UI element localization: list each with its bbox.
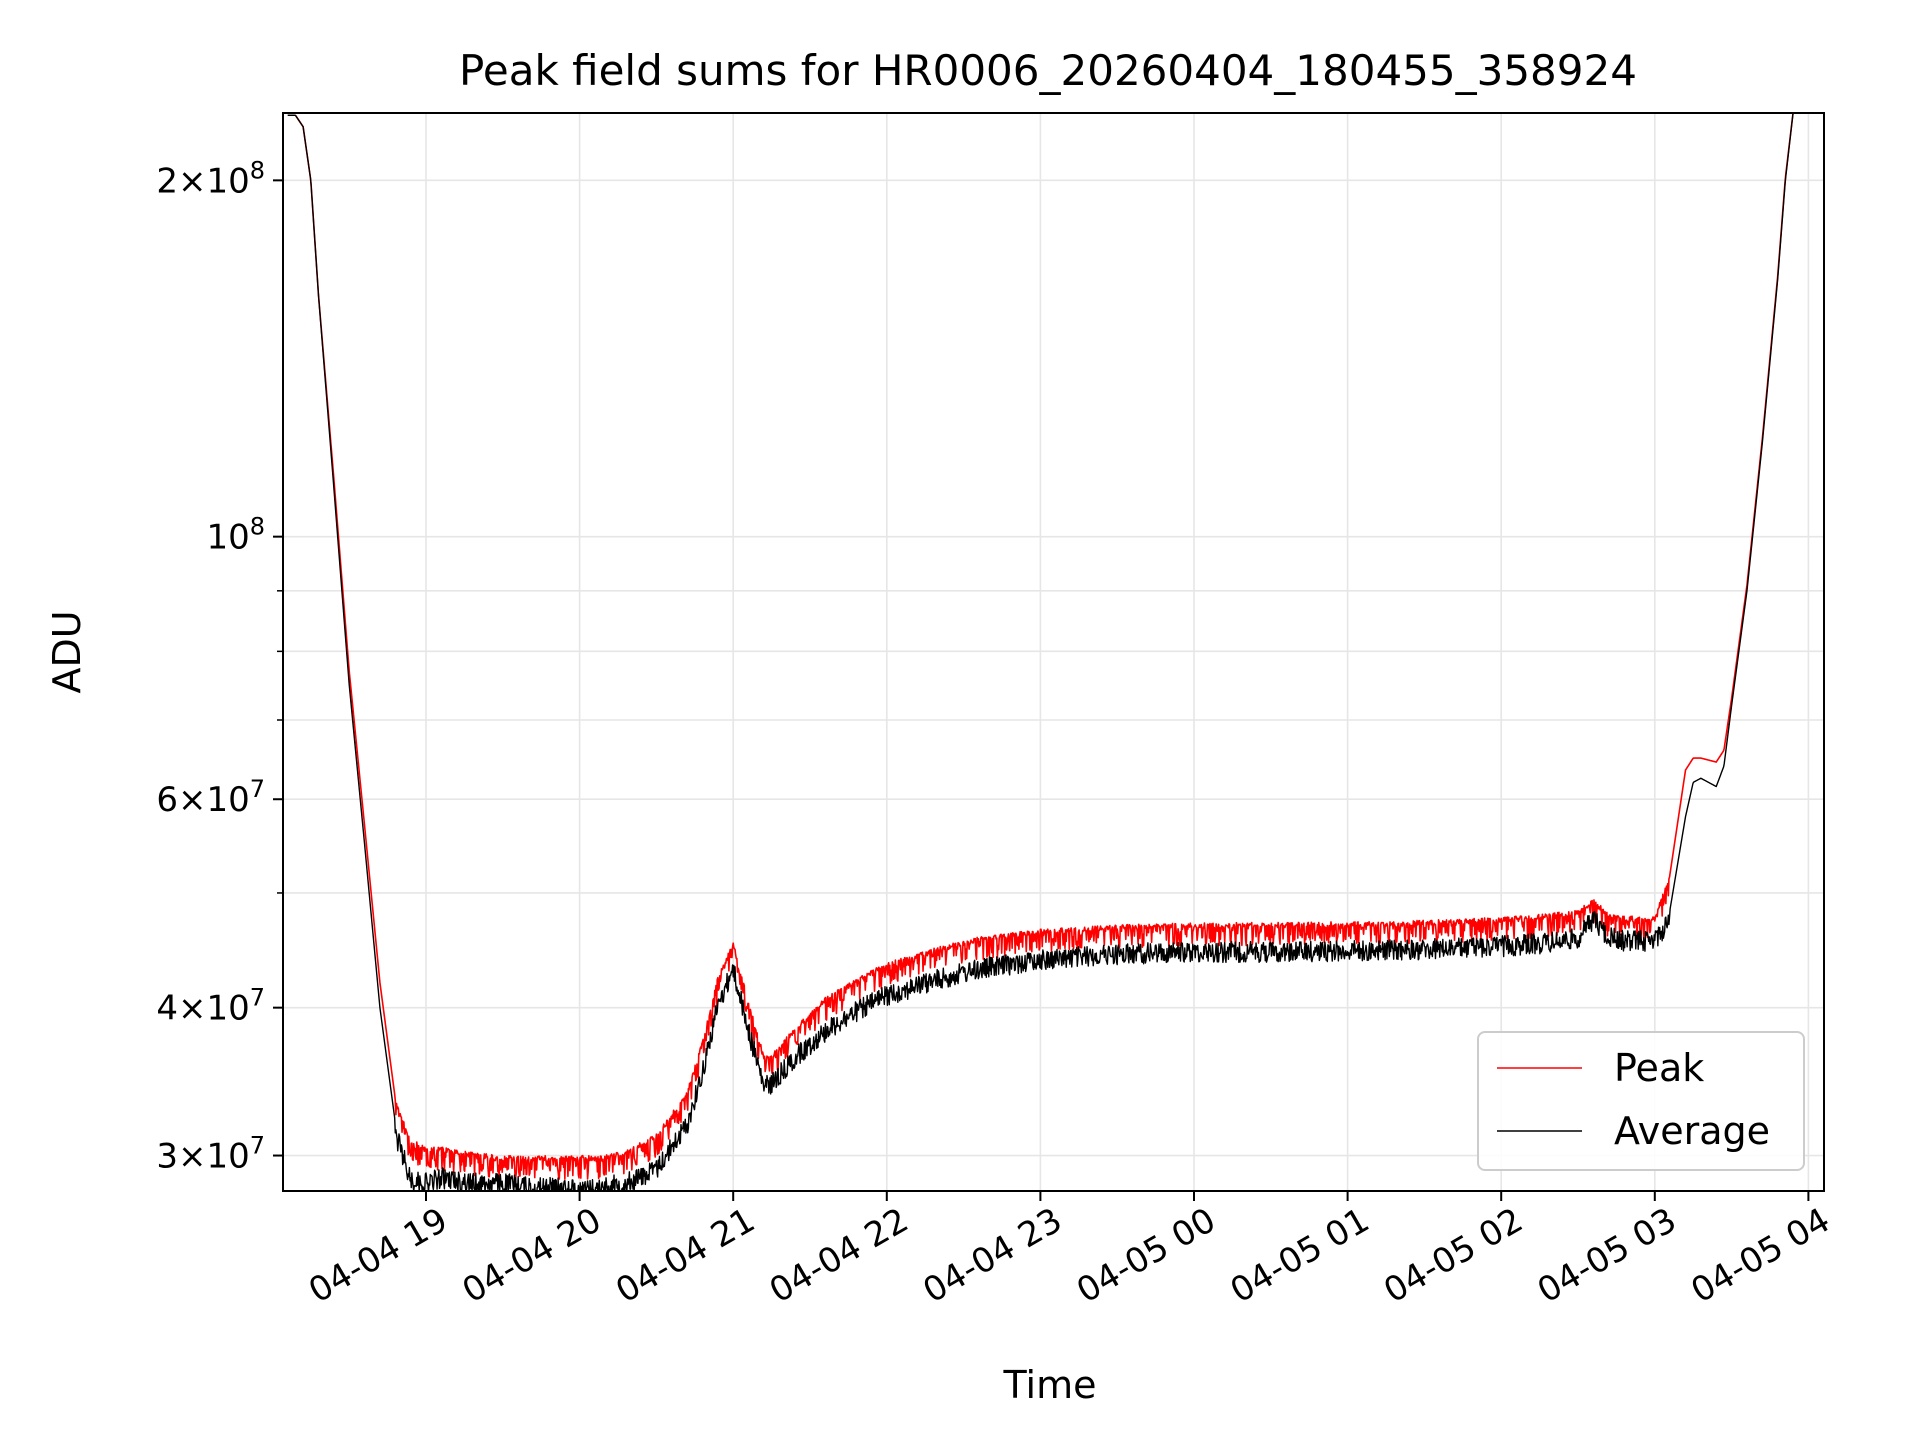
- series-average-line: [287, 113, 1809, 1191]
- y-tick-label-2: 6×107: [156, 775, 265, 820]
- series-layer: [287, 113, 1809, 1191]
- y-tick-label-4: 2×108: [156, 156, 265, 201]
- y-axis-ticks: 3×107 4×107 6×107 108 2×108: [156, 156, 283, 1177]
- legend-average-label: Average: [1614, 1109, 1770, 1153]
- y-tick-label-3: 108: [206, 513, 265, 558]
- legend-box: [1477, 1031, 1805, 1171]
- series-peak-line: [287, 113, 1809, 1180]
- legend-peak-label: Peak: [1614, 1046, 1704, 1090]
- legend: Peak Average: [1477, 1031, 1805, 1171]
- y-tick-label-1: 4×107: [156, 984, 265, 1029]
- y-axis-label: ADU: [45, 610, 89, 693]
- y-tick-label-0: 3×107: [156, 1132, 265, 1177]
- x-axis-label: Time: [1003, 1363, 1097, 1407]
- chart-title: Peak field sums for HR0006_20260404_1804…: [459, 46, 1637, 95]
